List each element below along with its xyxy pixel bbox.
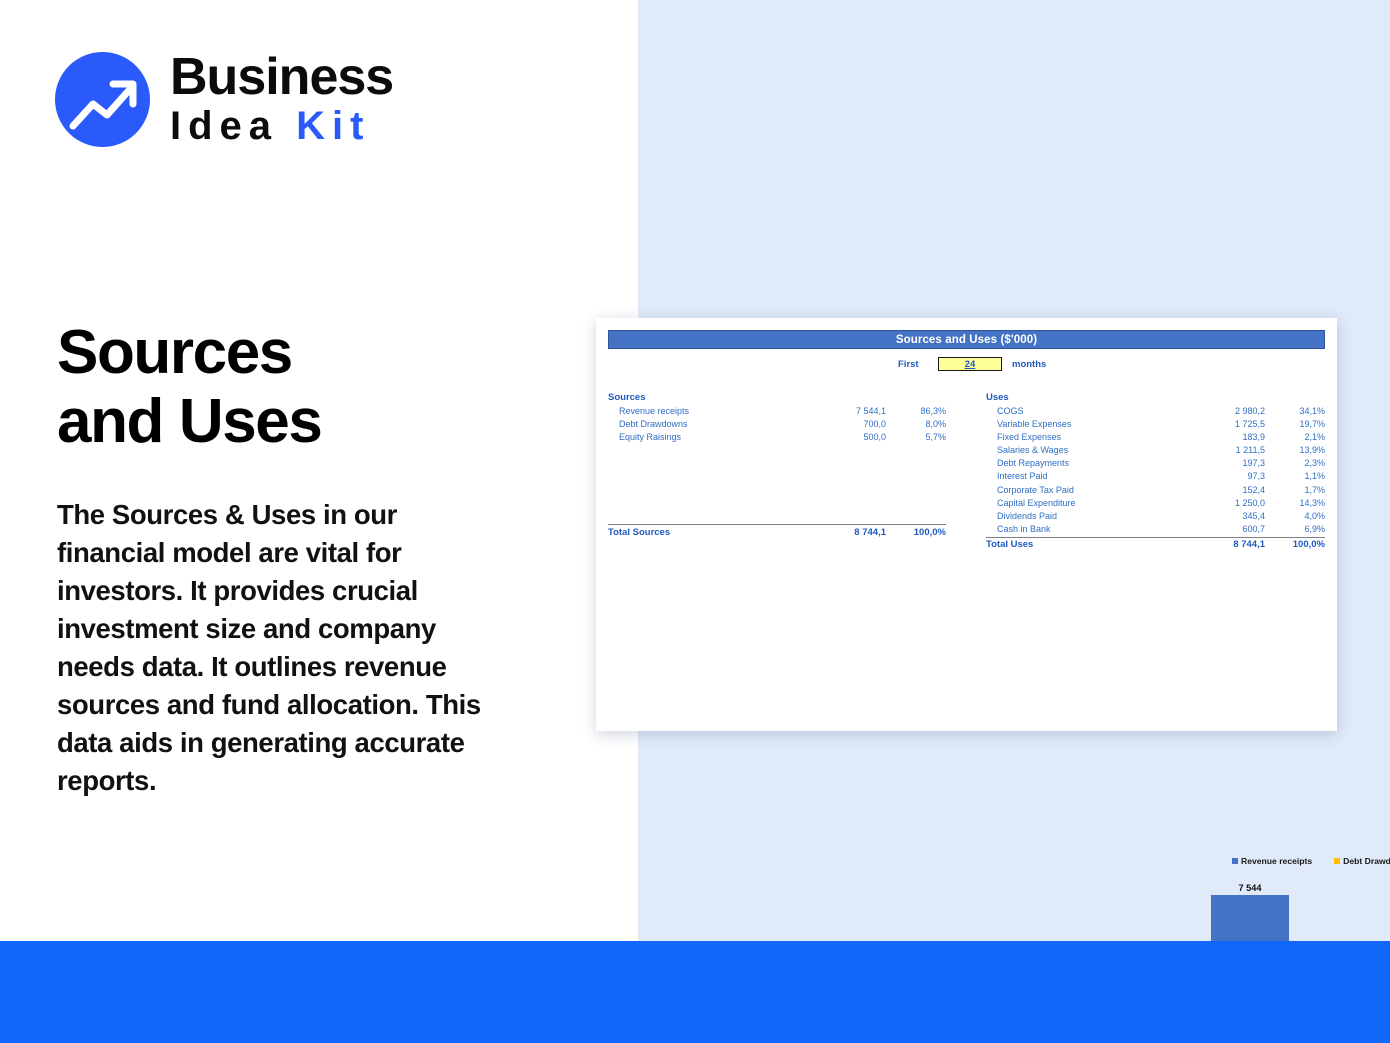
uses-table: COGS 2 980,2 34,1% Variable Expenses 1 725,5… (986, 405, 1325, 537)
period-prefix-label: First (898, 358, 919, 370)
sources-heading: Sources (608, 392, 646, 403)
total-percent: 100,0% (913, 526, 946, 538)
row-label: Debt Drawdowns (619, 418, 688, 429)
table-row: Equity Raisings 500,0 5,7% (608, 431, 946, 444)
period-suffix-label: months (1012, 358, 1047, 370)
uses-total-table: Total Uses 8 744,1 100,0% (986, 536, 1325, 553)
row-label: Fixed Expenses (997, 431, 1062, 442)
background-left-panel (0, 0, 638, 1043)
brand-wordmark: Business Idea Kit (170, 48, 394, 147)
row-label: Capital Expenditure (997, 497, 1076, 508)
months-input-value: 24 (964, 358, 976, 370)
row-value: 1 250,0 (1234, 497, 1265, 508)
row-percent: 2,1% (1304, 431, 1325, 442)
sources-and-uses-card: Sources and Uses ($'000) First 24 months… (596, 318, 1390, 1040)
total-value: 8 744,1 (1233, 539, 1265, 551)
table-row: COGS 2 980,2 34,1% (986, 405, 1325, 418)
table-row: Variable Expenses 1 725,5 19,7% (986, 418, 1325, 431)
table-row: Dividends Paid 345,4 4,0% (986, 510, 1325, 523)
row-label: Corporate Tax Paid (997, 484, 1074, 495)
uses-heading: Uses (986, 392, 1009, 403)
row-percent: 5,7% (925, 431, 946, 442)
table-row: Capital Expenditure 1 250,0 14,3% (986, 497, 1325, 510)
row-value: 7 544,1 (855, 405, 886, 416)
row-percent: 34,1% (1299, 405, 1325, 416)
row-label: Revenue receipts (619, 405, 690, 416)
brand-kit-text: Kit (296, 103, 371, 148)
page-description: The Sources & Uses in our financial mode… (57, 499, 481, 796)
table-row: Revenue receipts 7 544,1 86,3% (608, 405, 946, 418)
row-percent: 13,9% (1299, 445, 1325, 456)
table-row: Debt Repayments 197,3 2,3% (986, 458, 1325, 471)
total-percent: 100,0% (1292, 539, 1325, 551)
row-value: 197,3 (1242, 458, 1265, 469)
brand-logo: Business Idea Kit (55, 48, 394, 147)
row-percent: 8,0% (925, 418, 946, 429)
uses-table-block: Uses COGS 2 980,2 34,1% Variable Expenses 1 … (986, 392, 1325, 552)
row-value: 600,7 (1242, 524, 1265, 534)
brand-line-1: Business (170, 48, 394, 107)
legend-swatch-icon (1232, 858, 1238, 864)
row-percent: 14,3% (1299, 497, 1325, 508)
table-row: Fixed Expenses 183,9 2,1% (986, 431, 1325, 444)
bar-data-label: 7 544 (1238, 883, 1262, 893)
months-input[interactable]: 24 (938, 357, 1002, 371)
row-value: 1 725,5 (1234, 418, 1265, 429)
table-total-row: Total Uses 8 744,1 100,0% (986, 537, 1325, 552)
row-percent: 6,9% (1304, 524, 1325, 534)
row-percent: 1,1% (1304, 471, 1325, 482)
row-label: Equity Raisings (619, 431, 682, 442)
total-label: Total Uses (986, 539, 1034, 551)
sheet-title: Sources and Uses ($'000) (895, 333, 1038, 346)
page-title-line-1: Sources (57, 318, 293, 387)
page-title-line-2: and Uses (57, 387, 323, 457)
row-value: 345,4 (1242, 510, 1265, 521)
row-label: Variable Expenses (997, 418, 1072, 429)
sources-total-table: Total Sources 8 744,1 100,0% (608, 524, 946, 540)
page-title: Sources and Uses (57, 318, 577, 457)
period-selector-row: First 24 months (608, 356, 1325, 372)
row-label: COGS (997, 405, 1024, 416)
row-value: 500,0 (863, 431, 886, 442)
row-value: 1 211,5 (1235, 445, 1265, 456)
row-value: 152,4 (1242, 484, 1265, 495)
total-value: 8 744,1 (854, 526, 886, 538)
row-percent: 1,7% (1304, 484, 1325, 495)
row-value: 183,9 (1242, 431, 1265, 442)
total-label: Total Sources (608, 526, 671, 538)
sources-spacer (608, 444, 946, 524)
row-label: Salaries & Wages (997, 445, 1069, 456)
table-row: Interest Paid 97,3 1,1% (986, 471, 1325, 484)
row-label: Interest Paid (997, 471, 1048, 482)
brand-line-2: Idea Kit (170, 105, 393, 147)
legend-label: Revenue receipts (1241, 856, 1313, 866)
growth-arrow-icon (55, 52, 150, 147)
row-value: 97,3 (1247, 471, 1265, 482)
row-percent: 19,7% (1299, 418, 1325, 429)
legend-item-1[interactable]: Debt Drawdowns (1334, 856, 1390, 866)
table-row: Debt Drawdowns 700,0 8,0% (608, 418, 946, 431)
row-percent: 2,3% (1304, 458, 1325, 469)
footer-bar (0, 941, 1390, 1043)
table-total-row: Total Sources 8 744,1 100,0% (608, 525, 946, 540)
row-label: Debt Repayments (997, 458, 1070, 469)
sheet-title-bar: Sources and Uses ($'000) (608, 330, 1325, 349)
legend-label: Debt Drawdowns (1343, 856, 1390, 866)
row-percent: 4,0% (1304, 510, 1325, 521)
row-label: Dividends Paid (997, 510, 1058, 521)
table-row: Corporate Tax Paid 152,4 1,7% (986, 484, 1325, 497)
row-value: 2 980,2 (1234, 405, 1265, 416)
row-value: 700,0 (863, 418, 886, 429)
row-label: Cash in Bank (997, 524, 1051, 534)
sources-table-block: Sources Revenue receipts 7 544,1 86,3% D… (608, 392, 946, 540)
legend-item-0[interactable]: Revenue receipts (1232, 856, 1312, 866)
sources-table: Revenue receipts 7 544,1 86,3% Debt Draw… (608, 405, 946, 444)
brand-idea-text: Idea (170, 103, 297, 148)
row-percent: 86,3% (920, 405, 946, 416)
legend-swatch-icon (1334, 858, 1341, 864)
table-row: Cash in Bank 600,7 6,9% (986, 523, 1325, 536)
table-row: Salaries & Wages 1 211,5 13,9% (986, 444, 1325, 457)
